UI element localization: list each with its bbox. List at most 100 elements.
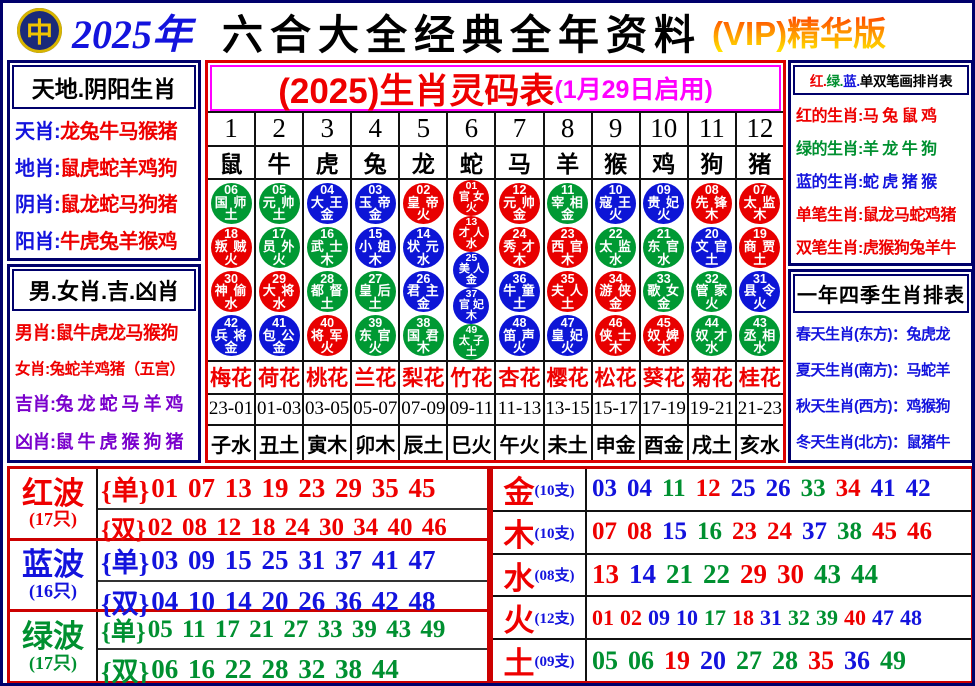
flower-cell: 菊花 [689,361,737,393]
text-part: 鼠 牛 虎 猴 狗 猪 [55,432,184,453]
element-number: 09 [648,604,670,630]
ball-44: 44 奴 才水 [691,315,733,357]
ball-number: 02 [416,183,431,198]
ball-number: 07 [752,183,767,198]
element-count: (09支) [534,654,575,671]
earthly-branch-cell: 卯木 [352,426,401,460]
header: 中 2025年 六合大全经典全年资料 (VIP)精华版 [3,3,972,58]
nannv-row: 女肖:兔蛇羊鸡猪（五宫） [15,357,193,379]
flower-row: 梅花 荷花 桃花 兰花 梨花 竹花 杏花 樱花 松花 葵花 菊花 桂花 [208,361,783,395]
element-number: 36 [844,645,870,675]
ball-title: 游 侠 [599,283,632,299]
ball-number: 01 [465,180,478,193]
title-part: 一年四季生肖排表 [797,285,965,307]
ball-number: 28 [320,271,335,286]
ball-element: 土 [465,345,477,358]
ball-title: 奴 婢 [647,327,681,343]
earthly-branch-cell: 子水 [208,426,257,460]
ball-element: 木 [609,339,623,355]
ball-title: 东 官 [358,327,392,343]
text-part: 马蛇羊 [906,361,951,379]
ball-element: 金 [224,339,238,355]
zodiac-cell: 猪 [748,152,772,178]
ball-element: 木 [705,207,719,223]
ball-06: 06 国 师土 [210,182,252,224]
element-number: 29 [740,559,767,590]
flower-cell: 杏花 [496,361,545,393]
bihua-row: 绿的生肖:羊 龙 牛 狗 [796,135,966,159]
ball-title: 牛 童 [503,283,536,299]
ball-number: 32 [704,271,719,286]
lingma-title: (2025)生肖灵码表 [278,71,555,111]
tiandi-row: 阴肖:鼠龙蛇马狗猪 [15,188,193,217]
col-number-cell: 7 [496,113,545,145]
text-part: 鼠牛虎龙马猴狗 [55,322,179,343]
flower-cell: 桂花 [738,366,781,391]
element-number: 18 [732,604,754,630]
ball-title: 君 主 [407,283,440,299]
ball-column-鼠: 06 国 师土 18 叛 贼火 30 神 偷水 42 兵 将金 [208,179,257,360]
wave-group-绿波: 绿波 (17只) {单} 05 11 17 21 27 33 39 43 49 {双} 0… [10,612,487,683]
ball-column-蛇: 01 官 女火 13 才 人水 25 美 人金 37 官 妃木 49 太 子土 [448,179,497,360]
ball-title: 才 人 [458,227,484,240]
ball-column-猪: 07 太 监木 19 商 贾土 31 县 令火 43 丞 相水 [737,180,783,360]
zodiac-cell: 龙 [400,146,449,178]
ball-14: 14 状 元水 [402,227,444,269]
ball-number: 24 [512,227,527,242]
ball-number: 30 [224,271,238,286]
flower-cell: 荷花 [256,361,305,393]
ball-25: 25 美 人金 [453,251,490,288]
wave-group-红波: 红波 (17只) {单} 01 07 13 19 23 29 35 45 {双} 02 0… [10,469,487,544]
tiandi-row: 地肖:鼠虎蛇羊鸡狗 [15,152,193,181]
ball-32: 32 管 家火 [691,271,733,313]
ball-title: 侠 士 [599,327,632,343]
ball-01: 01 官 女火 [453,179,490,216]
col-number-cell: 4 [352,113,401,145]
text-part: 阴肖: [15,194,61,217]
element-row-金: 金 (10支) 03 04 11 12 25 26 33 34 41 42 [493,469,971,512]
ball-element: 火 [561,339,575,355]
wave-group-蓝波: 蓝波 (16只) {单} 03 09 15 25 31 37 41 47 {双} 04 1… [10,540,487,619]
ball-element: 土 [320,295,334,311]
ball-number: 47 [560,315,575,330]
ball-element: 木 [657,339,671,355]
element-number: 11 [662,475,686,503]
ball-29: 29 大 将水 [258,271,300,313]
seasons-row: 春天生肖(东方)：兔虎龙 [796,323,966,344]
ball-number: 05 [272,183,287,198]
ball-24: 24 秀 才木 [499,227,540,269]
ball-element: 火 [416,207,430,223]
wave-number-line: {双} 04 10 14 20 26 36 42 48 [98,582,487,621]
text-part: 虎猴狗兔羊牛 [862,240,957,258]
time-range-cell: 07-09 [400,394,449,425]
element-number: 46 [907,518,932,546]
earthly-branch-cell: 巳火 [448,426,497,460]
element-number: 32 [788,604,810,630]
ball-number: 08 [704,183,719,198]
text-part: 羊 龙 牛 狗 [862,140,937,158]
section-title-tiandi: 天地.阴阳生肖 [12,65,196,109]
tiandi-row: 阳肖:牛虎兔羊猴鸡 [15,225,193,254]
ball-number: 34 [608,271,623,286]
text-part: 蛇 虎 猪 猴 [862,173,937,191]
zodiac-cell: 鸡 [641,146,689,178]
bihua-row: 红的生肖:马 兔 鼠 鸡 [796,102,966,126]
ball-30: 30 神 偷水 [210,271,252,313]
lingma-title-bar: (2025)生肖灵码表 (1月29日启用) [210,65,781,111]
flower-cell: 梅花 [208,361,257,393]
lingma-subtitle: (1月29日启用) [554,76,713,104]
odd-even-tag: {单} [101,476,150,506]
five-element-table: 金 (10支) 03 04 11 12 25 26 33 34 41 42 木 (10支) 07 08 15 16… [490,466,972,683]
ball-element: 土 [753,251,767,267]
element-number: 12 [695,475,721,503]
section-four-seasons: 一年四季生肖排表 春天生肖(东方)：兔虎龙 夏天生肖(南方)：马蛇羊 秋天生肖(西方)… [788,269,972,463]
ball-element: 火 [320,339,334,355]
ball-title: 皇 妃 [551,327,584,343]
text-part: 春天生肖(东方)： [796,325,907,343]
flower-cell: 梨花 [400,361,449,393]
earthly-branch-cell: 未土 [545,426,593,460]
ball-number: 45 [656,315,671,330]
ball-number: 17 [272,227,287,242]
element-number: 26 [765,475,791,503]
ball-39: 39 东 官火 [354,315,396,357]
